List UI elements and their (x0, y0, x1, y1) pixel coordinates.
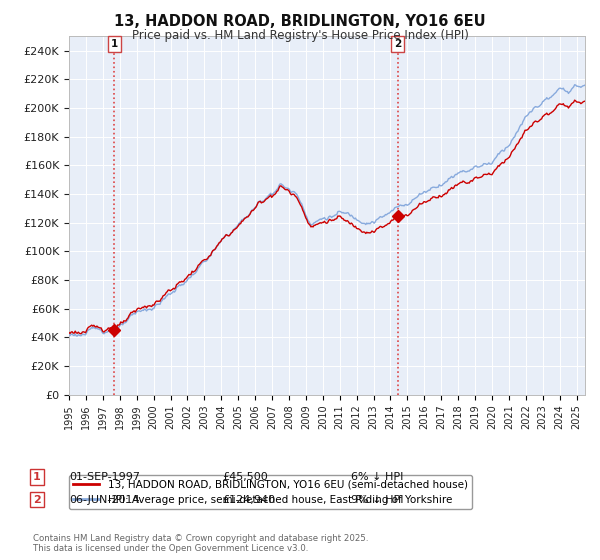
Text: 1: 1 (33, 472, 41, 482)
Text: 06-JUN-2014: 06-JUN-2014 (69, 494, 140, 505)
Text: 13, HADDON ROAD, BRIDLINGTON, YO16 6EU: 13, HADDON ROAD, BRIDLINGTON, YO16 6EU (114, 14, 486, 29)
Text: Price paid vs. HM Land Registry's House Price Index (HPI): Price paid vs. HM Land Registry's House … (131, 29, 469, 42)
Text: 1: 1 (110, 39, 118, 49)
Legend: 13, HADDON ROAD, BRIDLINGTON, YO16 6EU (semi-detached house), HPI: Average price: 13, HADDON ROAD, BRIDLINGTON, YO16 6EU (… (69, 475, 472, 509)
Text: 9% ↓ HPI: 9% ↓ HPI (351, 494, 404, 505)
Text: 2: 2 (33, 494, 41, 505)
Text: Contains HM Land Registry data © Crown copyright and database right 2025.
This d: Contains HM Land Registry data © Crown c… (33, 534, 368, 553)
Text: £124,940: £124,940 (222, 494, 275, 505)
Text: 01-SEP-1997: 01-SEP-1997 (69, 472, 140, 482)
Text: 2: 2 (394, 39, 401, 49)
Text: £45,500: £45,500 (222, 472, 268, 482)
Text: 6% ↓ HPI: 6% ↓ HPI (351, 472, 403, 482)
